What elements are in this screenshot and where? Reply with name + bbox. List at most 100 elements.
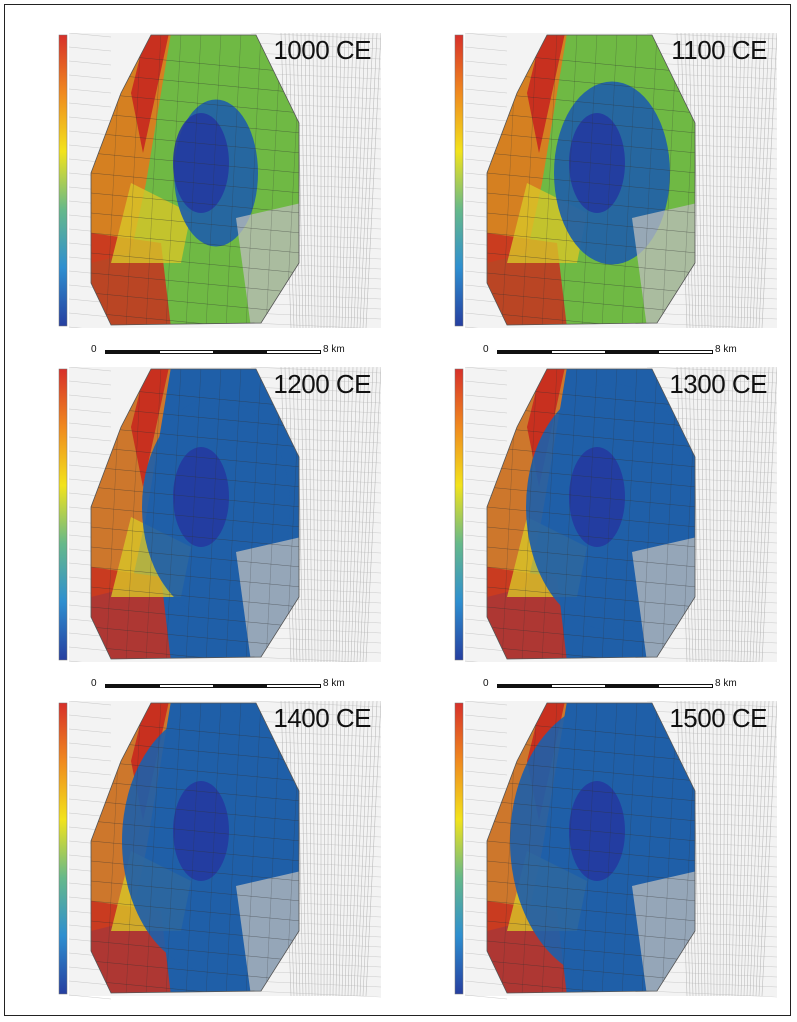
scale-bar-graphic [105,684,321,688]
street-line [646,720,777,728]
panel-title: 1400 CE [273,703,371,733]
street-line [250,52,381,60]
street-line [464,422,508,428]
elevation-legend-bar [58,34,68,327]
street-line [737,33,746,328]
panel-title: 1100 CE [671,35,767,65]
scale-bar-start: 0 [483,344,489,355]
map-image [454,367,777,662]
street-line [250,322,365,328]
street-line [326,33,330,328]
street-line [704,701,709,997]
street-line [646,62,777,70]
street-line [68,312,112,318]
street-line [725,367,730,662]
street-line [761,33,777,328]
elevation-surface [487,369,695,659]
street-line [464,980,508,986]
street-line [296,367,304,662]
street-line [722,33,726,328]
street-line [464,450,508,456]
street-line [464,312,508,318]
street-line [758,701,774,997]
street-line [464,102,508,108]
street-line [646,646,777,654]
elevation-legend-bar [454,368,464,661]
street-line [464,646,508,652]
street-line [250,312,381,320]
scale-bar-end: 8 km [323,344,345,355]
scale-bar-graphic [105,350,321,354]
street-line [743,367,754,662]
street-line [68,46,112,52]
figure-frame: 1000 CE 1100 CE 0 8 km 0 8 km 1200 CE 13… [4,4,791,1016]
street-line [646,312,777,320]
street-line [359,367,374,662]
map-panel-1200: 1200 CE [51,367,381,662]
scale-bar-start: 0 [91,678,97,689]
street-line [704,367,709,662]
street-line [344,33,354,328]
street-line [719,33,722,328]
street-line [323,33,326,328]
street-line [341,33,350,328]
street-line [692,367,700,662]
street-line [728,33,734,328]
street-line [722,367,726,662]
street-line [68,33,112,38]
street-line [708,33,712,328]
map-panel-1000: 1000 CE [51,33,381,328]
street-line [68,394,112,400]
street-line [359,701,374,997]
street-line [728,701,734,997]
street-line [338,33,346,328]
street-line [250,701,381,708]
street-line [250,42,381,50]
street-line [464,701,508,706]
street-line [734,33,742,328]
street-line [752,33,766,328]
street-line [464,756,508,762]
street-line [326,701,330,997]
street-line [464,380,508,386]
elevation-legend-bar [58,702,68,995]
street-line [304,33,310,328]
street-line [646,701,777,708]
street-line [316,701,319,997]
street-line [332,33,338,328]
street-line [362,701,378,997]
street-line [308,367,313,662]
street-line [341,367,350,662]
street-line [250,33,381,40]
street-line [752,701,766,997]
street-line [323,367,326,662]
map-image [454,701,777,1000]
street-line [761,367,777,662]
street-line [746,367,758,662]
street-line [755,367,770,662]
street-line [296,701,304,997]
street-line [646,52,777,60]
elevation-legend-bar [454,702,464,995]
street-line [308,33,313,328]
street-line [749,33,762,328]
street-line [743,33,754,328]
street-line [464,784,508,790]
street-line [704,33,709,328]
street-line [356,701,370,997]
street-line [68,756,112,762]
street-line [250,386,381,394]
elevation-legend-bar [454,34,464,327]
street-line [312,367,316,662]
street-line [250,990,381,998]
street-line [464,88,508,94]
street-line [344,701,354,997]
street-line [338,367,346,662]
street-line [696,33,703,328]
street-line [68,436,112,442]
street-line [68,784,112,790]
street-line [68,367,112,372]
street-line [68,728,112,734]
street-line [250,367,381,374]
elevation-surface [487,703,695,993]
